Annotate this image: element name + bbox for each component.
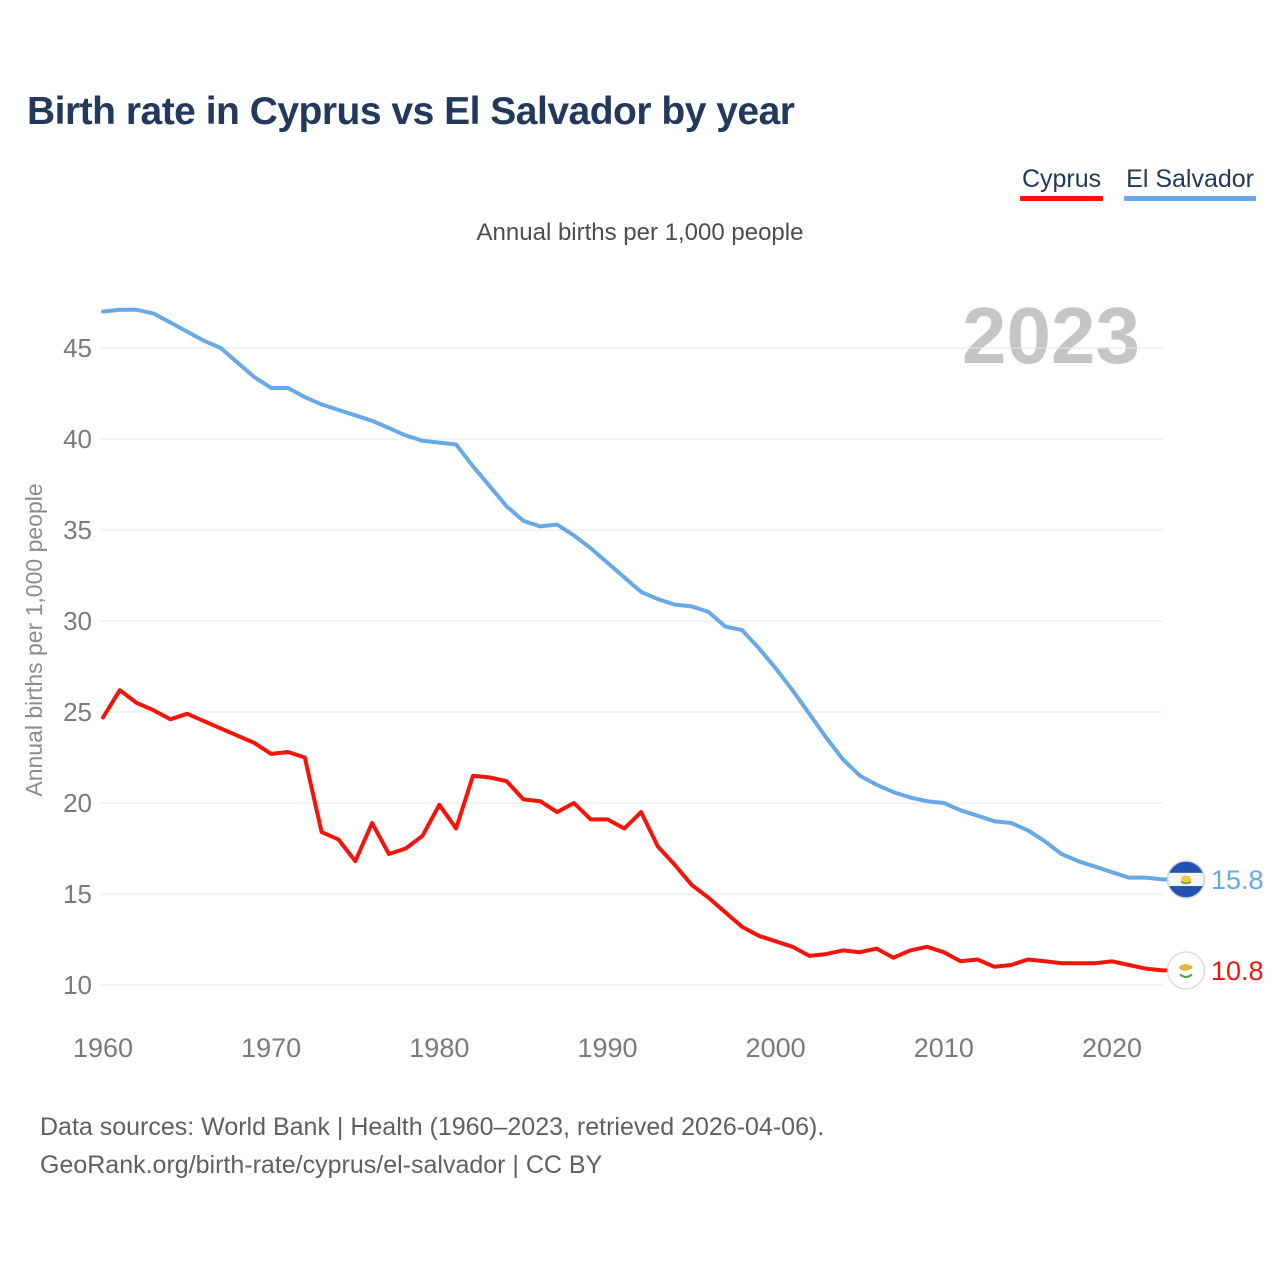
x-tick-label: 2010	[914, 1033, 974, 1063]
y-tick-label: 15	[63, 879, 92, 909]
x-tick-label: 2020	[1082, 1033, 1142, 1063]
end-value-label-cyprus: 10.8	[1211, 956, 1264, 986]
chart-subtitle: Annual births per 1,000 people	[476, 219, 804, 246]
legend-item-el-salvador[interactable]: El Salvador	[1124, 165, 1256, 201]
end-value-label-el-salvador: 15.8	[1211, 865, 1264, 895]
footer-line-2: GeoRank.org/birth-rate/cyprus/el-salvado…	[40, 1151, 603, 1179]
legend-label-el-salvador: El Salvador	[1126, 165, 1254, 193]
page-title: Birth rate in Cyprus vs El Salvador by y…	[27, 90, 795, 133]
y-tick-label: 35	[63, 515, 92, 545]
legend-item-cyprus[interactable]: Cyprus	[1019, 165, 1104, 201]
legend: Cyprus El Salvador	[1019, 165, 1256, 201]
y-tick-label: 40	[63, 424, 92, 454]
legend-underline-cyprus	[1019, 196, 1104, 201]
y-axis-label: Annual births per 1,000 people	[21, 483, 47, 796]
x-tick-label: 1980	[409, 1033, 469, 1063]
y-tick-label: 25	[63, 697, 92, 727]
series-line-el-salvador	[101, 307, 1173, 882]
y-tick-label: 30	[63, 606, 92, 636]
x-tick-label: 1990	[577, 1033, 637, 1063]
x-tick-label: 1970	[241, 1033, 301, 1063]
watermark-year: 2023	[962, 291, 1140, 380]
legend-label-cyprus: Cyprus	[1021, 165, 1102, 193]
x-tick-label: 2000	[746, 1033, 806, 1063]
legend-underline-el-salvador	[1124, 196, 1256, 201]
el-salvador-flag-icon	[1166, 860, 1206, 899]
footer-line-1: Data sources: World Bank | Health (1960–…	[40, 1113, 825, 1141]
series-line-cyprus	[101, 688, 1173, 973]
x-tick-label: 1960	[73, 1033, 133, 1063]
footer: Data sources: World Bank | Health (1960–…	[40, 1108, 824, 1184]
cyprus-flag-icon	[1166, 951, 1206, 990]
y-tick-label: 45	[63, 333, 92, 363]
y-tick-label: 20	[63, 788, 92, 818]
y-tick-label: 10	[63, 970, 92, 1000]
